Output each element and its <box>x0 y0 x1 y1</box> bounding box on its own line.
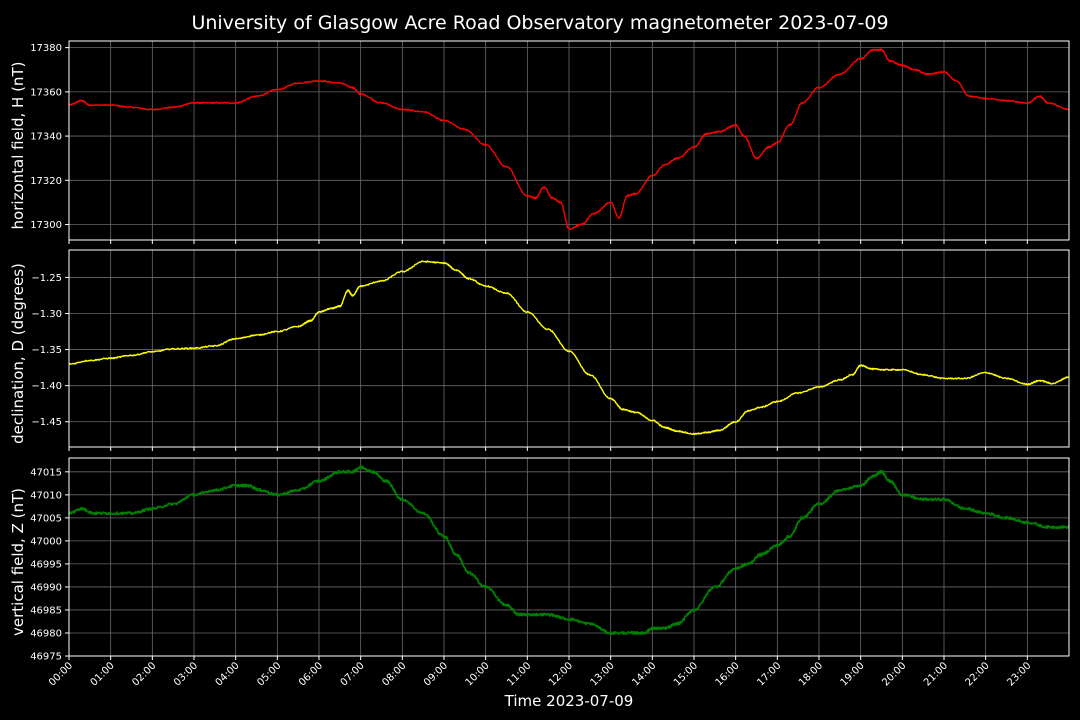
x-tick-label: 00:00 <box>47 660 75 688</box>
axes-frame <box>68 457 1070 657</box>
x-tick-label: 07:00 <box>339 660 367 688</box>
y-axis-label-h: horizontal field, H (nT) <box>9 62 27 230</box>
y-tick-label-z: 47000 <box>30 536 62 547</box>
y-tick-label-z: 46975 <box>30 652 62 663</box>
y-tick-label-h: 17340 <box>30 132 62 143</box>
x-tick-label: 13:00 <box>589 660 617 688</box>
series-line-D <box>69 260 1070 436</box>
y-tick-label-z: 46990 <box>30 582 62 593</box>
axes-frame <box>68 249 1070 448</box>
panel-z: 46975 46980 46985 46990 46995 47000 47005 47010… <box>9 457 1070 663</box>
x-tick-label: 17:00 <box>755 660 783 688</box>
x-tick-label: 14:00 <box>630 660 658 688</box>
y-tick-label-z: 46995 <box>30 559 62 570</box>
x-axis-label: Time 2023-07-09 <box>504 692 634 710</box>
y-tick-label-h: 17360 <box>30 87 62 98</box>
series-line-H <box>68 48 1070 231</box>
y-tick-label-z: 47010 <box>30 490 62 501</box>
chart-title: University of Glasgow Acre Road Observat… <box>191 12 888 34</box>
x-tick-label: 05:00 <box>255 660 283 688</box>
x-tick-label: 16:00 <box>714 660 742 688</box>
y-tick-label-d: −1.30 <box>31 309 62 320</box>
x-tick-label: 03:00 <box>172 660 200 688</box>
x-tick-label: 09:00 <box>422 660 450 688</box>
y-tick-label-h: 17300 <box>30 220 62 231</box>
x-tick-label: 23:00 <box>1005 660 1033 688</box>
x-tick-label: 06:00 <box>297 660 325 688</box>
x-tick-label: 01:00 <box>89 660 117 688</box>
x-tick-label: 19:00 <box>839 660 867 688</box>
x-tick-label: 22:00 <box>964 660 992 688</box>
y-tick-label-z: 46985 <box>30 605 62 616</box>
x-tick-label: 04:00 <box>214 660 242 688</box>
x-tick-label: 11:00 <box>505 660 533 688</box>
panel-d: −1.45 −1.40 −1.35 −1.30 −1.25 declination, D … <box>9 249 1070 451</box>
y-tick-label-h: 17320 <box>30 176 62 187</box>
y-axis-label-z: vertical field, Z (nT) <box>9 488 27 636</box>
x-tick-label: 15:00 <box>672 660 700 688</box>
x-tick-label: 18:00 <box>797 660 825 688</box>
x-tick-label: 20:00 <box>880 660 908 688</box>
x-tick-label: 08:00 <box>380 660 408 688</box>
y-axis-label-d: declination, D (degrees) <box>9 263 27 444</box>
series-line-Z <box>68 465 1070 636</box>
y-tick-label-z: 46980 <box>30 628 62 639</box>
y-tick-label-z: 47015 <box>30 467 62 478</box>
y-tick-label-d: −1.35 <box>31 345 62 356</box>
x-tick-label: 12:00 <box>547 660 575 688</box>
x-tick-label: 10:00 <box>464 660 492 688</box>
y-tick-label-d: −1.45 <box>31 417 62 428</box>
y-tick-label-d: −1.40 <box>31 381 62 392</box>
x-tick-label: 02:00 <box>130 660 158 688</box>
x-tick-label: 21:00 <box>922 660 950 688</box>
y-tick-label-d: −1.25 <box>31 273 62 284</box>
axes-frame <box>68 40 1070 241</box>
y-tick-label-h: 17380 <box>30 43 62 54</box>
y-tick-label-z: 47005 <box>30 513 62 524</box>
